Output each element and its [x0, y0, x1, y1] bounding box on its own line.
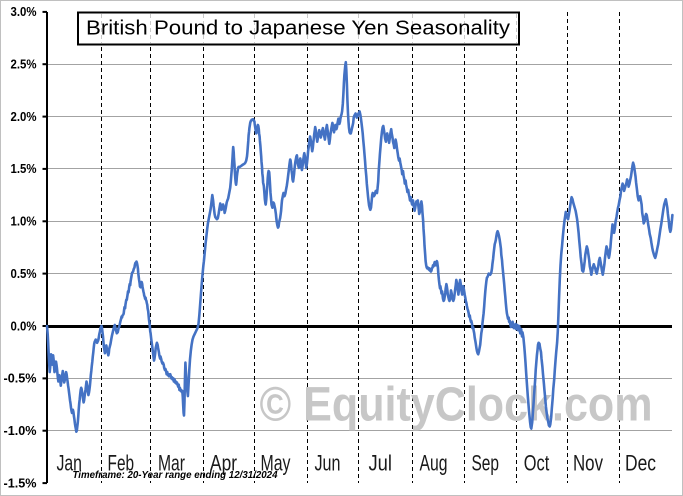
svg-text:British Pound to Japanese Yen: British Pound to Japanese Yen Seasonalit… [86, 17, 511, 40]
svg-text:Nov: Nov [573, 451, 603, 476]
svg-text:Sep: Sep [471, 451, 499, 476]
svg-text:1.0%: 1.0% [11, 214, 37, 229]
svg-text:0.0%: 0.0% [11, 318, 37, 333]
svg-text:Aug: Aug [420, 451, 448, 476]
svg-text:-1.5%: -1.5% [4, 475, 37, 490]
svg-text:2.0%: 2.0% [11, 109, 37, 124]
svg-text:Jun: Jun [315, 451, 341, 476]
svg-text:Jul: Jul [368, 451, 392, 476]
svg-text:Oct: Oct [524, 451, 550, 476]
svg-text:-1.0%: -1.0% [4, 423, 37, 438]
svg-text:Dec: Dec [625, 451, 656, 476]
svg-text:Timeframe: 20-Year range endin: Timeframe: 20-Year range ending 12/31/20… [73, 470, 278, 481]
svg-text:0.5%: 0.5% [11, 266, 37, 281]
svg-text:3.0%: 3.0% [11, 4, 37, 19]
svg-text:© EquityClock.com: © EquityClock.com [260, 379, 653, 432]
svg-text:Apr: Apr [210, 451, 237, 476]
svg-text:May: May [261, 451, 291, 476]
svg-text:2.5%: 2.5% [11, 57, 37, 72]
svg-text:Feb: Feb [108, 451, 135, 476]
svg-text:Mar: Mar [158, 451, 185, 476]
svg-text:1.5%: 1.5% [11, 161, 37, 176]
svg-text:Jan: Jan [56, 451, 82, 476]
svg-text:-0.5%: -0.5% [4, 371, 37, 386]
